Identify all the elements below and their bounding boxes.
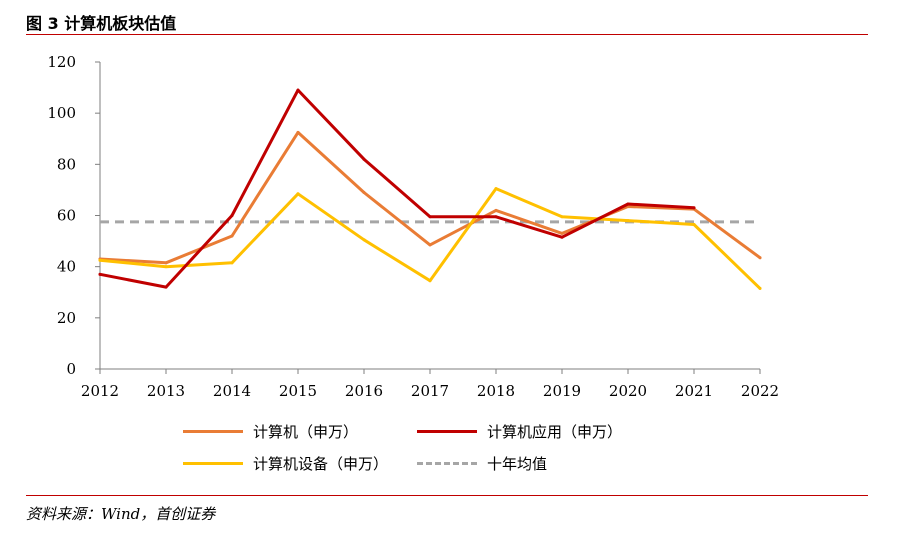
series-1-point — [494, 215, 498, 219]
x-tick-label: 2020 — [609, 382, 647, 400]
x-tick-label: 2012 — [81, 382, 119, 400]
series-0-point — [296, 130, 300, 134]
legend-label: 十年均值 — [487, 455, 548, 473]
x-tick-label: 2021 — [675, 382, 713, 400]
series-2-point — [626, 219, 630, 223]
series-2-point — [758, 286, 762, 290]
title-divider — [26, 34, 868, 35]
figure-title: 图 3 计算机板块估值 — [26, 14, 177, 33]
series-2-point — [494, 187, 498, 191]
series-0-point — [362, 190, 366, 194]
series-0-point — [758, 256, 762, 260]
legend-label: 计算机（申万） — [253, 423, 359, 441]
series-1-point — [164, 285, 168, 289]
legend-label: 计算机设备（申万） — [253, 455, 389, 473]
x-tick-label: 2015 — [279, 382, 317, 400]
y-tick-label: 80 — [57, 155, 76, 173]
series-line-1 — [98, 88, 696, 289]
series-0-point — [494, 208, 498, 212]
series-0-point — [428, 243, 432, 247]
legend-item: 计算机（申万） — [183, 421, 358, 442]
series-2-point — [164, 265, 168, 269]
x-tick-label: 2022 — [741, 382, 779, 400]
y-tick-label: 100 — [47, 104, 76, 122]
legend-swatch — [417, 430, 477, 433]
series-1-point — [230, 214, 234, 217]
x-tick-label: 2017 — [411, 382, 449, 400]
chart-axes — [95, 61, 761, 374]
x-tick-label: 2016 — [345, 382, 383, 400]
series-2-point — [296, 192, 300, 196]
x-tick-label: 2014 — [213, 382, 251, 400]
source-divider — [26, 495, 868, 496]
series-line-0 — [98, 130, 762, 265]
chart-series — [98, 88, 762, 290]
legend-label: 计算机应用（申万） — [487, 423, 623, 441]
series-line-2 — [98, 187, 762, 290]
line-chart: 0 20 40 60 80 100 120 2012 2013 2014 2015 2016 2017 2… — [47, 53, 779, 400]
y-tick-label: 40 — [57, 258, 76, 276]
series-1-point — [296, 88, 300, 92]
series-1-point — [362, 157, 366, 161]
y-tick-label: 0 — [66, 360, 76, 378]
series-1-point — [560, 235, 564, 239]
legend-swatch — [183, 430, 243, 433]
x-tick-label: 2019 — [543, 382, 581, 400]
x-tick-label: 2013 — [147, 382, 185, 400]
series-2-point — [98, 258, 102, 262]
series-2-point — [362, 238, 366, 242]
series-0-point — [230, 234, 234, 238]
series-2-point — [692, 222, 696, 226]
series-0-point — [164, 261, 168, 265]
legend-swatch — [417, 462, 477, 465]
series-1-point — [692, 206, 696, 210]
source-note: 资料来源：Wind，首创证券 — [26, 505, 216, 523]
series-0-point — [560, 231, 564, 235]
legend-item: 计算机应用（申万） — [417, 421, 622, 442]
legend-swatch — [183, 462, 243, 465]
series-2-point — [560, 215, 564, 219]
y-tick-label: 120 — [47, 53, 76, 71]
series-1-point — [626, 202, 630, 206]
legend-item: 十年均值 — [417, 453, 547, 474]
series-1-point — [428, 215, 432, 219]
legend-item: 计算机设备（申万） — [183, 453, 388, 474]
y-tick-label: 60 — [57, 207, 76, 225]
chart-ticks: 0 20 40 60 80 100 120 2012 2013 2014 2015 2016 2017 2… — [47, 53, 779, 400]
y-tick-label: 20 — [57, 309, 76, 327]
x-tick-label: 2018 — [477, 382, 515, 400]
series-1-point — [98, 272, 102, 276]
series-2-point — [428, 279, 432, 283]
series-2-point — [230, 261, 234, 265]
